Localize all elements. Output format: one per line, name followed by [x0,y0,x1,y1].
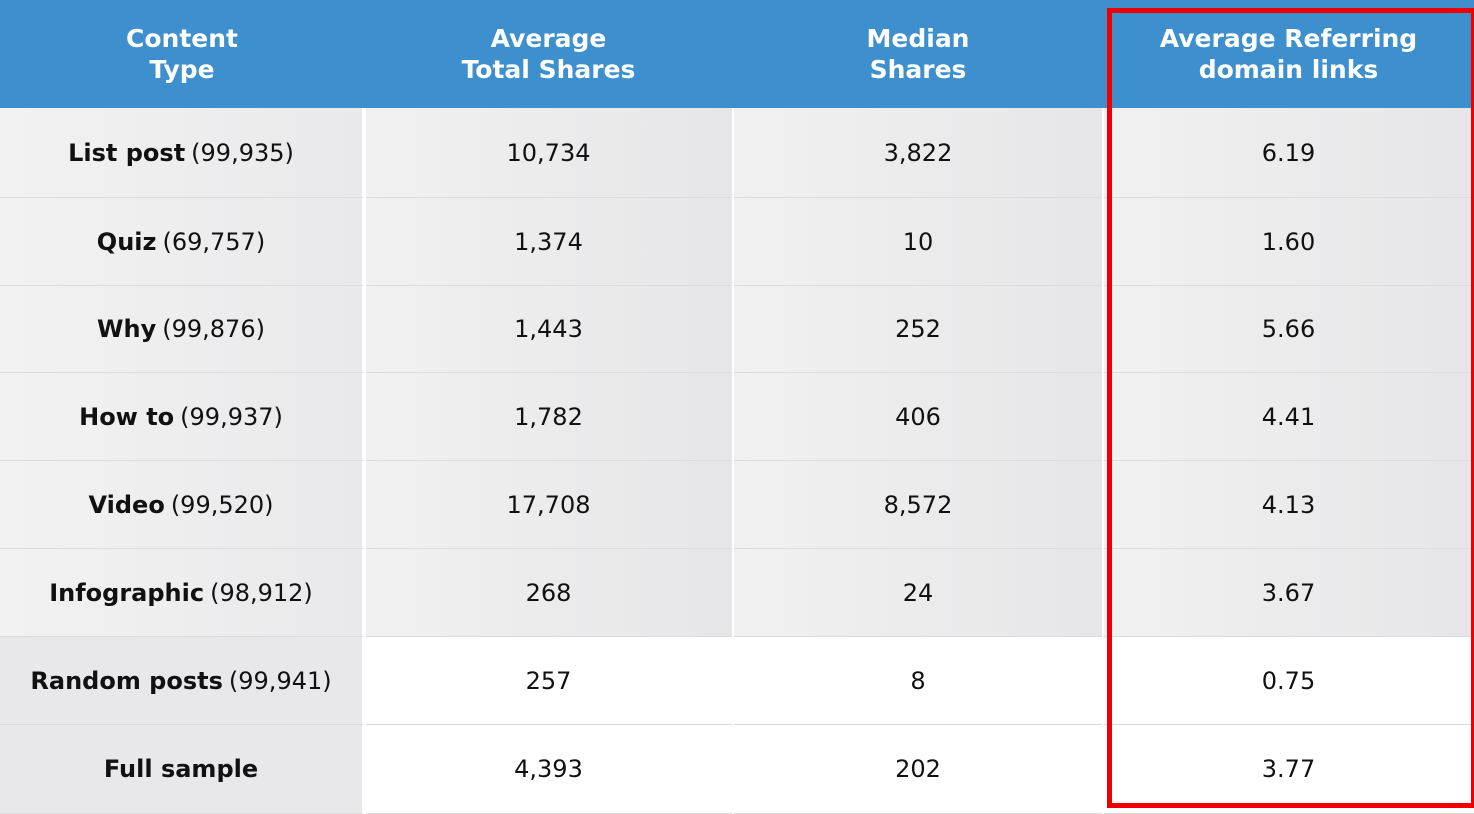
content-type-name: Random posts [30,666,223,695]
column-header-1: Average Total Shares [364,0,733,108]
data-cell-r2-c2: 252 [733,286,1103,373]
data-cell-r5-c1: 268 [364,549,733,637]
column-divider-1 [732,108,734,814]
sample-count: (98,912) [210,578,313,607]
content-type-name: Quiz [96,227,157,256]
row-label-2: Why (99,876) [0,286,364,373]
content-type-name: List post [68,138,186,167]
column-header-3: Average Referring domain links [1103,0,1474,108]
data-cell-r6-c3: 0.75 [1103,637,1474,725]
sample-count: (99,935) [191,138,294,167]
content-type-name: Infographic [49,578,205,607]
column-header-2: Median Shares [733,0,1103,108]
content-type-name: Full sample [103,755,259,783]
data-cell-r1-c1: 1,374 [364,198,733,286]
data-cell-r4-c3: 4.13 [1103,461,1474,549]
row-label-5: Infographic (98,912) [0,549,364,637]
data-cell-r0-c3: 6.19 [1103,108,1474,198]
sample-count: (99,520) [170,490,274,519]
data-cell-r7-c3: 3.77 [1103,725,1474,814]
sample-count: (99,937) [180,402,283,431]
column-divider-2 [1102,108,1104,814]
content-type-name: How to [79,402,175,431]
sample-count: (99,876) [162,315,265,343]
row-label-0: List post (99,935) [0,108,364,198]
sample-count: (69,757) [162,227,266,256]
data-cell-r4-c1: 17,708 [364,461,733,549]
data-cell-r7-c2: 202 [733,725,1103,814]
column-header-0: Content Type [0,0,364,108]
data-cell-r1-c3: 1.60 [1103,198,1474,286]
data-cell-r7-c1: 4,393 [364,725,733,814]
data-cell-r2-c1: 1,443 [364,286,733,373]
data-cell-r3-c2: 406 [733,373,1103,461]
column-divider-0 [364,108,366,814]
data-cell-r4-c2: 8,572 [733,461,1103,549]
data-cell-r0-c1: 10,734 [364,108,733,198]
data-cell-r3-c1: 1,782 [364,373,733,461]
data-cell-r2-c3: 5.66 [1103,286,1474,373]
row-label-6: Random posts (99,941) [0,637,364,725]
content-type-name: Video [88,490,165,519]
content-type-name: Why [97,315,157,343]
row-label-4: Video (99,520) [0,461,364,549]
row-label-7: Full sample [0,725,364,814]
data-cell-r3-c3: 4.41 [1103,373,1474,461]
data-cell-r5-c3: 3.67 [1103,549,1474,637]
data-cell-r6-c2: 8 [733,637,1103,725]
data-cell-r6-c1: 257 [364,637,733,725]
row-label-1: Quiz (69,757) [0,198,364,286]
sample-count: (99,941) [228,666,332,695]
row-label-3: How to (99,937) [0,373,364,461]
data-cell-r5-c2: 24 [733,549,1103,637]
data-cell-r1-c2: 10 [733,198,1103,286]
data-cell-r0-c2: 3,822 [733,108,1103,198]
